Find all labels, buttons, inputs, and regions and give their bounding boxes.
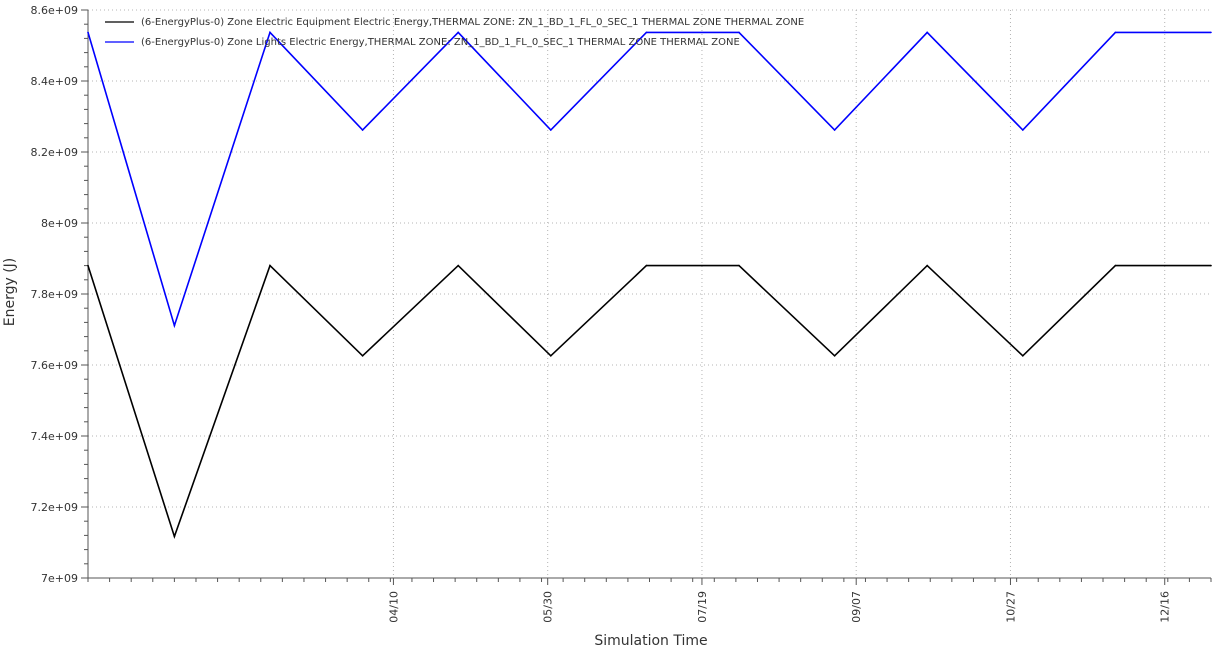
y-tick-label: 7.6e+09 xyxy=(31,359,78,372)
series-1-point xyxy=(549,354,552,357)
y-tick-label: 8e+09 xyxy=(41,217,78,230)
legend[interactable]: (6-EnergyPlus-0) Zone Electric Equipment… xyxy=(105,17,804,48)
series-1-point xyxy=(173,535,176,538)
x-tick-label: 10/27 xyxy=(1004,591,1017,623)
series-2-point xyxy=(549,129,552,131)
series-1-point xyxy=(645,264,648,267)
y-tick-label: 7.4e+09 xyxy=(31,430,78,443)
series-2-point xyxy=(738,31,740,34)
legend-label-2: (6-EnergyPlus-0) Zone Lights Electric En… xyxy=(141,37,740,48)
y-tick-label: 8.2e+09 xyxy=(31,146,78,159)
series-2-point xyxy=(1114,31,1117,34)
series-1-point xyxy=(457,264,460,267)
x-tick-label: 09/07 xyxy=(850,591,863,623)
series-2-point xyxy=(1210,31,1212,34)
series-1-point xyxy=(833,354,836,357)
y-tick-label: 7e+09 xyxy=(41,572,78,585)
series-2-point xyxy=(926,31,928,34)
series-1-point xyxy=(269,264,271,267)
series-layer xyxy=(87,30,1212,540)
series-1-point xyxy=(361,354,364,357)
y-axis-title: Energy (J) xyxy=(2,258,18,327)
series-2-point xyxy=(457,31,460,34)
x-tick-label: 04/10 xyxy=(387,591,400,623)
series-1-point xyxy=(1114,264,1117,267)
y-tick-label: 7.8e+09 xyxy=(31,288,78,301)
series-2-point xyxy=(361,129,364,131)
series-2-point xyxy=(645,31,648,34)
y-tick-label: 8.4e+09 xyxy=(31,75,78,88)
series-1-point xyxy=(738,264,740,267)
series-1-point xyxy=(1022,354,1024,357)
grid xyxy=(88,9,1211,579)
series-2-point xyxy=(173,324,176,327)
series-1-point xyxy=(87,264,89,267)
y-axis: 7e+09 7.2e+09 7.4e+09 7.6e+09 7.8e+09 8e+09 8.… xyxy=(31,4,88,585)
x-tick-label: 12/16 xyxy=(1159,591,1172,623)
x-axis-title: Simulation Time xyxy=(594,633,707,649)
series-2-point xyxy=(87,31,89,34)
series-1-point xyxy=(926,264,928,267)
plot-background xyxy=(88,10,1211,578)
series-1-point xyxy=(1210,264,1212,267)
series-2-point xyxy=(1022,129,1024,131)
x-tick-label: 07/19 xyxy=(696,591,709,623)
y-tick-label: 7.2e+09 xyxy=(31,501,78,514)
y-tick-label: 8.6e+09 xyxy=(31,4,78,17)
legend-label-1: (6-EnergyPlus-0) Zone Electric Equipment… xyxy=(141,17,804,28)
x-tick-label: 05/30 xyxy=(542,591,555,623)
series-2-point xyxy=(833,129,836,131)
series-2-point xyxy=(269,31,271,34)
x-axis: 04/10 05/30 07/19 09/07 10/27 12/16 xyxy=(87,578,1212,623)
